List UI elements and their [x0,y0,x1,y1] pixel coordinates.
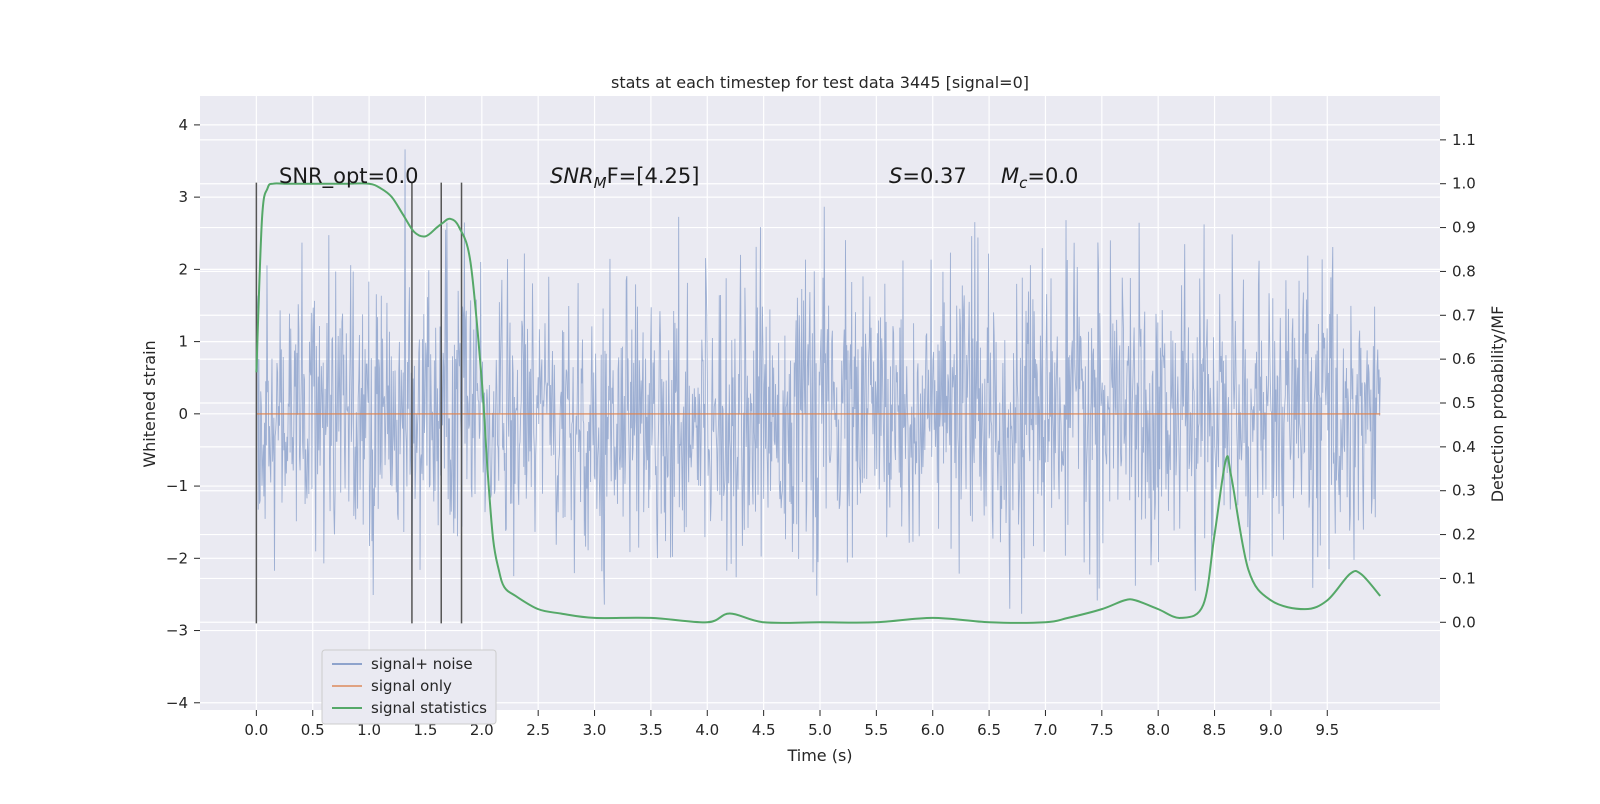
y-tick-label-left: −4 [166,694,188,712]
annotation-mc-value: =0.0 [1027,164,1078,188]
annotation-mc-sub: c [1019,174,1028,192]
y-tick-label-left: 1 [178,333,188,351]
y-tick-label-right: 0.9 [1452,219,1476,237]
legend: signal+ noise signal only signal statist… [321,649,497,725]
annotation-s-value: =0.37 [902,164,966,188]
legend-label-statistics: signal statistics [371,699,487,717]
noise-line [255,149,1381,614]
y-tick-label-left: −3 [166,622,188,640]
y-tick-label-right: 0.8 [1452,262,1476,280]
x-tick-label: 3.0 [583,721,607,739]
annotation-snr-mf-sub: M [594,174,607,192]
y-tick-label-left: 4 [178,116,188,134]
y-tick-label-left: −2 [166,549,188,567]
x-tick-label: 5.0 [808,721,832,739]
y-tick-label-left: 2 [178,260,188,278]
annotation-snr-mf-value: F=[4.25] [607,164,700,188]
x-tick-label: 6.0 [921,721,945,739]
y-tick-label-right: 0.4 [1452,438,1476,456]
x-tick-label: 9.5 [1315,721,1339,739]
x-tick-label: 7.0 [1034,721,1058,739]
y-tick-label-right: 0.5 [1452,394,1476,412]
legend-box [321,649,497,725]
y-tick-label-right: 0.2 [1452,526,1476,544]
y-tick-label-right: 0.3 [1452,482,1476,500]
x-axis-label: Time (s) [786,746,852,765]
statistics-line [255,182,1382,624]
y-tick-label-right: 0.6 [1452,350,1476,368]
y-tick-label-right: 0.7 [1452,306,1476,324]
annotation-snr-mf-main: SNR [550,164,594,188]
y-tick-label-right: 1.0 [1452,175,1476,193]
annotation-snr-mf: SNRMF=[4.25] [550,164,699,192]
x-tick-label: 2.5 [526,721,550,739]
y-tick-label-right: 0.0 [1452,613,1476,631]
y-axis-label-left: Whitened strain [140,340,159,467]
tick-labels: 0.0 0.5 1.0 1.5 2.0 2.5 3.0 3.5 4.0 4.5 5.0 5.5 6.0 6… [166,116,1476,739]
vertical-markers [255,182,463,624]
noise-series [255,149,1381,614]
x-tick-label: 8.0 [1146,721,1170,739]
chart-title: stats at each timestep for test data 344… [611,73,1029,92]
legend-label-noise: signal+ noise [371,655,473,673]
annotation-s: S=0.37 [889,164,967,188]
x-tick-label: 3.5 [639,721,663,739]
y-axis-label-right: Detection probability/MF [1488,306,1507,503]
x-tick-label: 4.0 [695,721,719,739]
annotation-mc-main: M [1001,164,1019,188]
x-tick-label: 0.0 [244,721,268,739]
x-tick-label: 2.0 [470,721,494,739]
annotation-snr-opt: SNR_opt=0.0 [279,164,419,189]
x-tick-label: 8.5 [1203,721,1227,739]
annotations: SNR_opt=0.0 SNRMF=[4.25] S=0.37 Mc=0.0 [279,164,1078,192]
annotation-mc: Mc=0.0 [1001,164,1078,192]
y-tick-label-left: −1 [166,477,188,495]
y-tick-label-left: 3 [178,188,188,206]
legend-label-signal-only: signal only [371,677,452,695]
y-tick-label-right: 0.1 [1452,569,1476,587]
y-tick-label-left: 0 [178,405,188,423]
x-tick-label: 9.0 [1259,721,1283,739]
x-tick-label: 1.0 [357,721,381,739]
x-tick-label: 6.5 [977,721,1001,739]
annotation-s-main: S [889,164,902,188]
x-tick-label: 7.5 [1090,721,1114,739]
statistics-series [255,182,1382,624]
x-tick-label: 5.5 [864,721,888,739]
x-tick-label: 1.5 [414,721,438,739]
x-tick-label: 0.5 [301,721,325,739]
x-tick-label: 4.5 [752,721,776,739]
y-tick-label-right: 1.1 [1452,131,1476,149]
